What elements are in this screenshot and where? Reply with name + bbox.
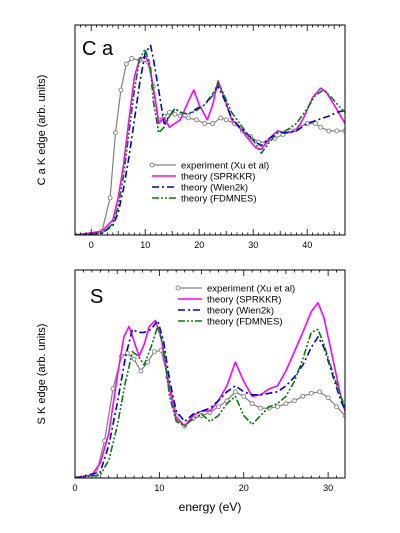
series-experiment-point (215, 404, 221, 410)
series-experiment-point (308, 390, 314, 396)
series-experiment-point (131, 356, 137, 362)
x-axis-label: energy (eV) (179, 500, 242, 514)
y-axis-label: C a K edge (arb. units) (36, 75, 48, 186)
legend-marker (175, 285, 181, 291)
legend-label: theory (FDMNES) (181, 194, 256, 205)
series-experiment-point (172, 111, 178, 117)
series-theory-sprkkr (75, 301, 345, 478)
panel-label: S (90, 286, 103, 308)
series-theory-wien2k (75, 319, 345, 478)
series-experiment-point (194, 117, 199, 123)
x-tick-label: 0 (89, 240, 94, 250)
x-tick-label: 40 (302, 240, 312, 250)
legend-label: experiment (Xu et al) (181, 161, 269, 172)
series-experiment-point (300, 393, 306, 399)
series-experiment-point (223, 117, 229, 123)
panel-ca: 0 10 20 30 40 C a C a K edge (arb. units) exper… (36, 24, 346, 250)
panel-label: C a (82, 38, 114, 60)
series-experiment-point (334, 404, 340, 410)
legend-label: experiment (Xu et al) (207, 284, 295, 295)
series-experiment-point (202, 121, 208, 126)
series-experiment-point (123, 61, 129, 67)
series-experiment-point (210, 121, 216, 126)
series-theory-wien2k (75, 44, 345, 235)
legend-marker (149, 162, 155, 168)
series-experiment-point (241, 393, 247, 399)
series-experiment-point (325, 395, 331, 401)
series-experiment-point (110, 386, 116, 392)
series-experiment-point (113, 130, 118, 136)
series-experiment-point (317, 389, 323, 395)
legend: experiment (Xu et al)theory (SPRKKR)theo… (175, 284, 295, 328)
legend: experiment (Xu et al)theory (SPRKKR)theo… (149, 161, 269, 205)
legend-label: theory (SPRKKR) (207, 295, 281, 306)
series-experiment-point (258, 405, 264, 411)
series-theory-fdmnes (75, 325, 345, 478)
series-experiment-point (326, 128, 332, 134)
panel-s: 0 10 20 30 S S K edge (arb. units) energy (eV)… (36, 269, 346, 514)
x-tick-label: 10 (154, 483, 164, 493)
series-experiment-point (107, 195, 113, 201)
plot-area (75, 301, 345, 478)
series-experiment-point (151, 349, 157, 355)
series-experiment-point (312, 121, 318, 126)
x-tick-label: 0 (72, 483, 77, 493)
series-experiment-point (283, 401, 289, 407)
series-experiment-point (318, 124, 324, 130)
series-theory-sprkkr (75, 55, 345, 235)
series-experiment-point (232, 389, 238, 395)
series-theory-fdmnes (75, 48, 345, 235)
series-experiment-point (334, 128, 340, 134)
x-tick-label: 30 (248, 240, 258, 250)
series-experiment-point (291, 398, 297, 404)
x-tick-label: 20 (194, 240, 204, 250)
legend-label: theory (FDMNES) (207, 317, 282, 328)
x-tick-label: 20 (239, 483, 249, 493)
legend-label: theory (Wien2k) (181, 183, 248, 194)
series-experiment-point (138, 368, 144, 374)
series-experiment-point (275, 404, 280, 410)
plot-area (75, 44, 345, 235)
series-experiment-point (249, 401, 255, 407)
series-experiment-point (185, 115, 191, 121)
legend-label: theory (SPRKKR) (181, 172, 255, 183)
series-experiment-point (129, 56, 135, 61)
y-axis-label: S K edge (arb. units) (36, 324, 48, 425)
x-tick-label: 30 (323, 483, 333, 493)
series-experiment-point (218, 115, 224, 121)
x-tick-label: 10 (140, 240, 150, 250)
series-experiment-point (118, 87, 124, 93)
legend-label: theory (Wien2k) (207, 306, 274, 317)
